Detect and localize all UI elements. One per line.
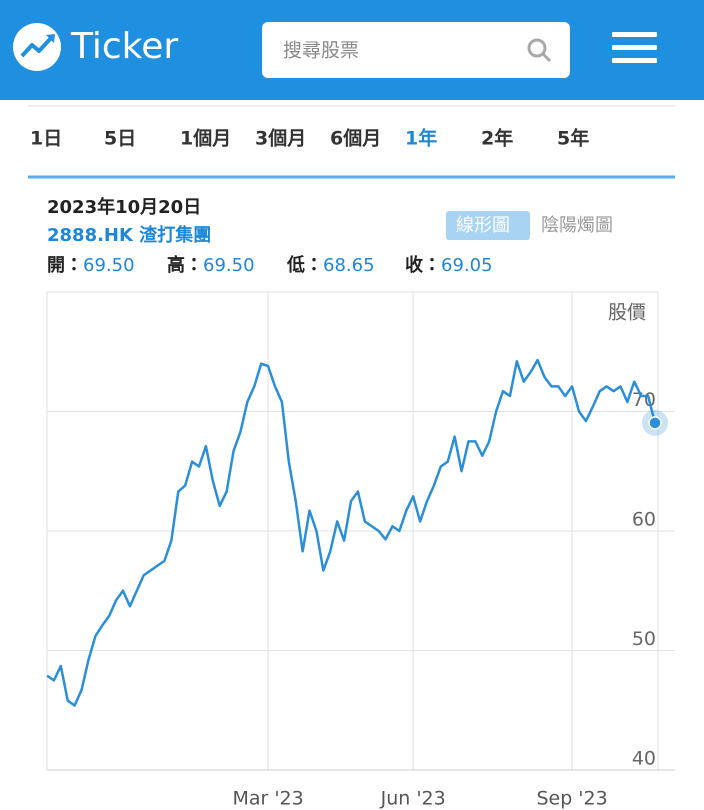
ohlc-item: 高：69.50 bbox=[167, 254, 255, 276]
range-tab[interactable]: 2年 bbox=[481, 127, 513, 150]
ohlc-value: 68.65 bbox=[323, 255, 375, 276]
ohlc-value: 69.50 bbox=[203, 255, 255, 276]
y-tick-label: 40 bbox=[632, 748, 656, 770]
range-tab[interactable]: 6個月 bbox=[330, 128, 381, 150]
ohlc-label: 高： bbox=[167, 254, 203, 276]
x-tick-label: Jun '23 bbox=[380, 788, 446, 810]
range-tab[interactable]: 5年 bbox=[557, 127, 589, 150]
range-tab[interactable]: 1日 bbox=[30, 128, 62, 150]
y-tick-label: 50 bbox=[632, 628, 656, 650]
quote-date: 2023年10月20日 bbox=[47, 196, 201, 218]
range-tab[interactable]: 1年 bbox=[405, 127, 437, 150]
range-tabs: 1日 5日 1個月 3個月 6個月 1年 2年 5年 bbox=[30, 127, 589, 150]
x-tick-label: Mar '23 bbox=[232, 788, 303, 810]
ohlc-label: 低： bbox=[286, 254, 323, 276]
search-placeholder: 搜尋股票 bbox=[283, 40, 359, 62]
ohlc-item: 開：69.50 bbox=[47, 255, 135, 276]
ohlc-row: 開：69.50 高：69.50 低：68.65 收：69.05 bbox=[47, 254, 493, 276]
x-tick-label: Sep '23 bbox=[536, 788, 607, 810]
menu-bar bbox=[612, 58, 657, 63]
search-icon bbox=[527, 38, 547, 58]
y-tick-label: 60 bbox=[632, 509, 656, 531]
view-toggle: 線形圖 陰陽燭圖 bbox=[446, 211, 613, 240]
menu-bar bbox=[612, 45, 657, 50]
ohlc-value: 69.05 bbox=[441, 255, 493, 276]
ohlc-label: 開： bbox=[47, 255, 83, 276]
range-tab[interactable]: 3個月 bbox=[255, 128, 306, 150]
logo-text: Ticker bbox=[70, 26, 178, 67]
logo-arrowhead bbox=[46, 34, 55, 43]
menu-bar bbox=[612, 32, 657, 37]
logo-arrow bbox=[20, 35, 54, 58]
ohlc-value: 69.50 bbox=[83, 255, 135, 276]
y-axis-title: 股價 bbox=[608, 302, 646, 324]
last-point bbox=[648, 416, 662, 430]
menu-button[interactable] bbox=[612, 32, 657, 63]
price-line bbox=[46, 358, 657, 707]
search-box[interactable] bbox=[262, 22, 570, 78]
range-tab[interactable]: 5日 bbox=[104, 128, 136, 150]
toggle-active-bg bbox=[446, 211, 530, 240]
quote-symbol: 2888.HK 渣打集團 bbox=[47, 224, 211, 246]
search-icon-handle bbox=[541, 52, 552, 63]
ohlc-item: 低：68.65 bbox=[286, 254, 375, 276]
ohlc-item: 收：69.05 bbox=[405, 254, 493, 276]
ohlc-label: 收： bbox=[405, 254, 441, 276]
logo[interactable]: Ticker bbox=[13, 23, 178, 71]
search[interactable]: 搜尋股票 bbox=[262, 22, 570, 78]
view-toggle-option[interactable]: 線形圖 bbox=[456, 215, 510, 236]
range-tab[interactable]: 1個月 bbox=[180, 128, 231, 150]
view-toggle-option[interactable]: 陰陽燭圖 bbox=[541, 215, 613, 236]
